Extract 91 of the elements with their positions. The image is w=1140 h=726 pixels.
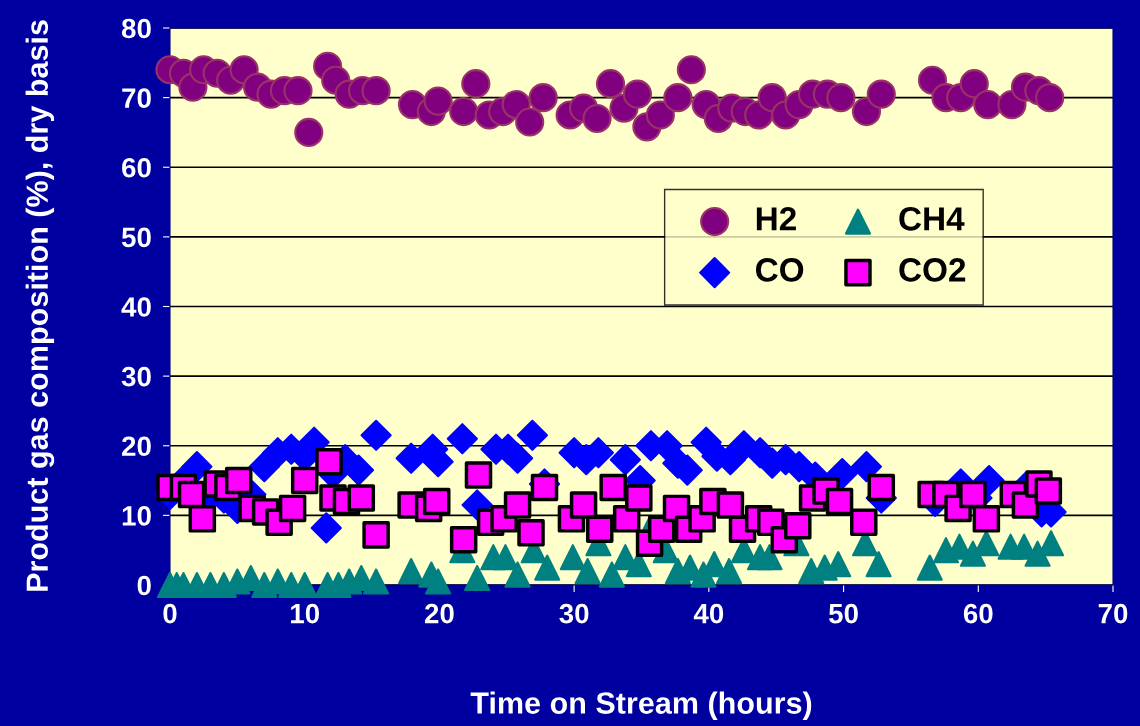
- point: [756, 544, 783, 571]
- point: [1024, 540, 1051, 567]
- point: [645, 100, 675, 130]
- point: [959, 69, 989, 99]
- point: [716, 491, 745, 519]
- point: [599, 473, 627, 502]
- x-tick-label: 30: [559, 603, 589, 624]
- point: [826, 83, 856, 113]
- point: [595, 69, 626, 99]
- point: [569, 491, 598, 519]
- x-tick-label: 60: [963, 603, 993, 624]
- point: [515, 107, 545, 137]
- point: [865, 551, 892, 578]
- point: [503, 491, 532, 519]
- point: [582, 103, 612, 134]
- point: [347, 484, 376, 512]
- y-tick-label: 80: [121, 18, 151, 39]
- point: [959, 540, 986, 567]
- y-tick-label: 70: [122, 88, 151, 108]
- x-tick-label: 50: [828, 603, 858, 624]
- point: [422, 487, 451, 516]
- point: [516, 419, 548, 451]
- point: [501, 442, 534, 474]
- point: [609, 444, 641, 476]
- point: [530, 473, 559, 502]
- point: [959, 480, 987, 509]
- point: [825, 487, 854, 516]
- point: [528, 83, 558, 113]
- point: [360, 419, 392, 451]
- point: [784, 512, 812, 540]
- y-tick-label: 30: [121, 366, 151, 387]
- point: [574, 558, 601, 585]
- point: [395, 442, 427, 474]
- x-tick-label: 40: [693, 603, 724, 624]
- point: [663, 83, 693, 113]
- point: [224, 466, 253, 495]
- point: [622, 79, 653, 109]
- point: [559, 544, 586, 571]
- point: [464, 461, 493, 489]
- y-tick-label: 50: [121, 227, 151, 248]
- legend-label: CH4: [899, 207, 965, 231]
- y-tick-label: 20: [122, 436, 151, 457]
- point: [361, 76, 391, 106]
- point: [598, 561, 625, 588]
- x-tick-label: 10: [291, 603, 320, 624]
- y-axis-title: Product gas composition (%), dry basis: [25, 20, 55, 591]
- point: [867, 473, 896, 502]
- point: [492, 544, 519, 571]
- point: [315, 448, 343, 476]
- x-tick-label: 70: [1098, 603, 1128, 624]
- point: [310, 512, 342, 544]
- point: [676, 55, 706, 85]
- point: [449, 525, 478, 554]
- point: [290, 466, 319, 495]
- point: [1035, 83, 1065, 113]
- point: [446, 423, 478, 455]
- point: [585, 515, 614, 544]
- x-axis-title: Time on Stream (hours): [470, 691, 812, 720]
- point: [398, 558, 425, 585]
- x-tick-label: 0: [163, 603, 177, 624]
- point: [278, 494, 307, 523]
- point: [362, 521, 390, 549]
- point: [425, 568, 452, 595]
- point: [972, 505, 1001, 533]
- point: [850, 508, 878, 537]
- x-tick-label: 20: [424, 603, 454, 624]
- point: [973, 90, 1003, 120]
- y-tick-label: 0: [137, 575, 151, 596]
- point: [363, 568, 390, 595]
- y-tick-label: 40: [121, 297, 151, 317]
- point: [916, 554, 943, 581]
- legend-label: H2: [756, 207, 796, 231]
- point: [461, 69, 491, 99]
- point: [534, 554, 561, 581]
- point: [464, 564, 491, 592]
- point: [283, 76, 313, 106]
- point: [625, 484, 653, 512]
- point: [294, 117, 324, 148]
- point: [517, 519, 545, 547]
- y-tick-label: 60: [122, 157, 151, 178]
- point: [188, 505, 217, 533]
- legend-label: CO2: [899, 258, 966, 282]
- legend-label: CO: [756, 258, 804, 282]
- point: [850, 451, 883, 483]
- point: [866, 79, 896, 109]
- point: [1034, 477, 1063, 505]
- point: [716, 558, 743, 585]
- y-tick-label: 10: [122, 506, 151, 526]
- point: [423, 86, 453, 116]
- point: [504, 561, 531, 588]
- point: [449, 96, 479, 127]
